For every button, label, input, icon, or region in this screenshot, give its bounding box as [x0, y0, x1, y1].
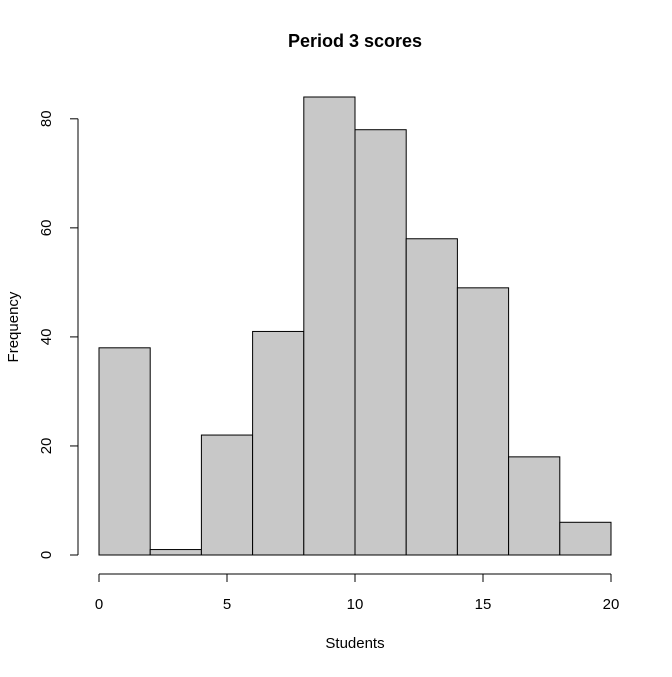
y-tick-label: 0 [38, 551, 55, 559]
y-axis-label: Frequency [5, 291, 22, 362]
histogram-bar-6 [405, 238, 458, 556]
histogram-bar-4 [303, 96, 356, 556]
histogram-bar-9 [559, 521, 612, 556]
x-axis: 0 5 10 15 20 [95, 573, 620, 613]
histogram-bar-1 [149, 549, 202, 556]
x-tick-label: 5 [223, 596, 231, 613]
x-tick-label: 0 [95, 596, 103, 613]
histogram-bar-0 [98, 347, 151, 556]
y-tick-label: 80 [38, 110, 55, 127]
histogram-bar-3 [252, 330, 305, 556]
histogram-bar-7 [456, 287, 510, 556]
histogram-bar-8 [508, 456, 561, 556]
y-axis: 0 20 40 60 80 [38, 110, 79, 559]
chart-title: Period 3 scores [288, 31, 422, 51]
bars-group [98, 96, 612, 556]
histogram-bar-5 [354, 129, 407, 556]
y-tick-label: 20 [38, 438, 55, 455]
y-tick-label: 40 [38, 329, 55, 346]
x-tick-label: 10 [347, 596, 364, 613]
x-tick-label: 15 [475, 596, 492, 613]
x-axis-label: Students [325, 635, 384, 652]
y-tick-label: 60 [38, 220, 55, 237]
x-tick-label: 20 [603, 596, 620, 613]
histogram-bar-2 [200, 434, 254, 556]
